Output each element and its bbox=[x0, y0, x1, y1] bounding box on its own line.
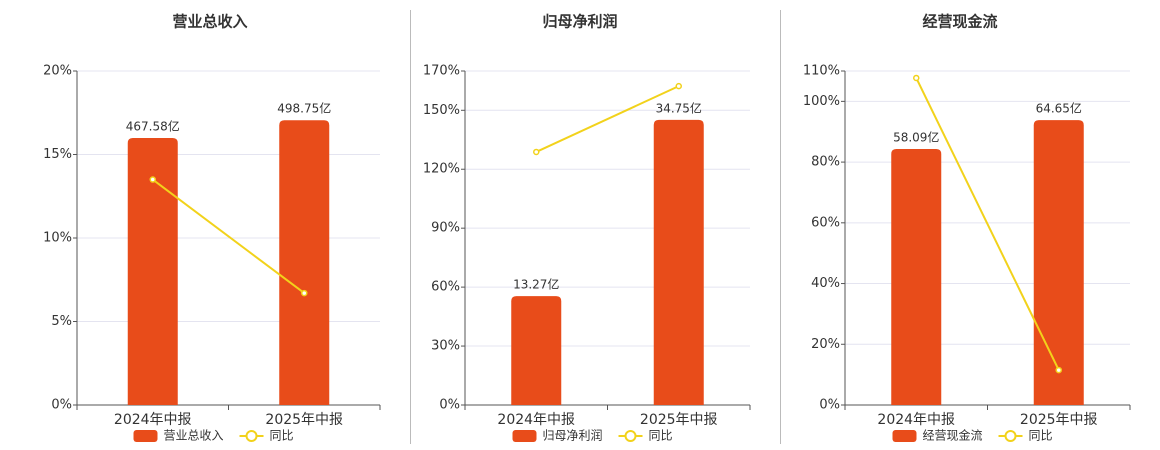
y-tick-label: 0% bbox=[819, 398, 840, 413]
y-tick-label: 120% bbox=[423, 162, 460, 177]
legend-swatch bbox=[624, 430, 637, 442]
y-tick-label: 110% bbox=[803, 64, 840, 79]
bar bbox=[653, 119, 704, 406]
data-label: 498.75亿 bbox=[277, 101, 331, 116]
y-tick-label: 20% bbox=[811, 337, 840, 352]
line-marker bbox=[675, 82, 682, 90]
data-label: 58.09亿 bbox=[893, 130, 939, 145]
line-marker bbox=[533, 148, 540, 156]
data-label: 13.27亿 bbox=[513, 277, 559, 292]
x-tick-label: 2025年中报 bbox=[1020, 412, 1098, 428]
line-marker bbox=[1055, 366, 1062, 374]
legend-label: 归母净利润 bbox=[543, 429, 603, 443]
x-tick-label: 2024年中报 bbox=[877, 412, 955, 428]
line-marker bbox=[149, 176, 156, 183]
line-marker bbox=[301, 289, 308, 297]
x-tick-label: 2024年中报 bbox=[497, 412, 575, 428]
line bbox=[915, 77, 1060, 371]
line bbox=[152, 178, 305, 294]
bar bbox=[511, 296, 562, 405]
data-label: 467.58亿 bbox=[126, 119, 180, 134]
x-tick-label: 2025年中报 bbox=[640, 412, 718, 428]
y-tick-label: 100% bbox=[803, 94, 840, 109]
x-tick-label: 2024年中报 bbox=[114, 412, 192, 428]
bar bbox=[891, 149, 942, 405]
y-tick-label: 30% bbox=[431, 339, 460, 354]
y-tick-label: 150% bbox=[423, 103, 460, 118]
data-label: 34.75亿 bbox=[656, 100, 702, 115]
x-tick-label: 2025年中报 bbox=[265, 412, 343, 428]
bar bbox=[279, 120, 330, 405]
data-label: 64.65亿 bbox=[1036, 101, 1082, 116]
y-tick-label: 60% bbox=[431, 280, 460, 295]
bar bbox=[127, 138, 178, 405]
legend-swatch bbox=[133, 430, 158, 442]
legend-swatch bbox=[245, 430, 258, 442]
legend-label: 同比 bbox=[270, 429, 294, 443]
bar bbox=[1033, 120, 1084, 405]
chart-title: 营业总收入 bbox=[172, 13, 247, 31]
y-tick-label: 20% bbox=[43, 64, 72, 79]
chart-title: 归母净利润 bbox=[542, 13, 617, 31]
y-tick-label: 10% bbox=[43, 231, 72, 246]
y-tick-label: 170% bbox=[423, 64, 460, 79]
legend-label: 经营现金流 bbox=[923, 428, 983, 443]
legend-swatch bbox=[892, 430, 917, 442]
y-tick-label: 15% bbox=[43, 147, 72, 162]
y-tick-label: 0% bbox=[51, 398, 72, 413]
legend-label: 同比 bbox=[1029, 429, 1053, 443]
legend-label: 同比 bbox=[649, 429, 673, 443]
legend-swatch bbox=[512, 430, 537, 442]
legend-swatch bbox=[1004, 430, 1017, 442]
line bbox=[535, 85, 680, 153]
legend-label: 营业总收入 bbox=[164, 429, 224, 443]
y-tick-label: 80% bbox=[811, 155, 840, 170]
y-tick-label: 0% bbox=[439, 398, 460, 413]
y-tick-label: 5% bbox=[51, 314, 72, 329]
line-marker bbox=[913, 74, 920, 82]
y-tick-label: 60% bbox=[811, 215, 840, 230]
y-tick-label: 90% bbox=[431, 221, 460, 236]
chart-title: 经营现金流 bbox=[922, 13, 997, 31]
y-tick-label: 40% bbox=[811, 276, 840, 291]
